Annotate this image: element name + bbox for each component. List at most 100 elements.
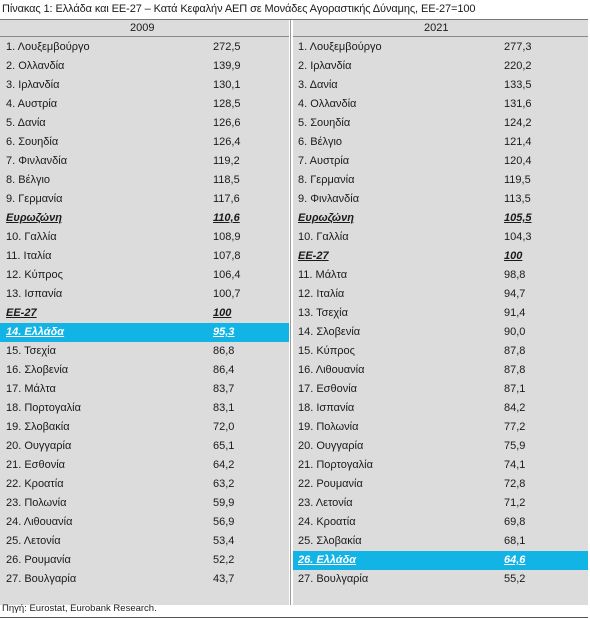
highlighted-row-greece: 14. Ελλάδα 95,3 bbox=[0, 323, 289, 342]
gdp-value: 87,8 bbox=[504, 345, 526, 357]
table-row: 1. Λουξεμβούργο 277,3 bbox=[293, 38, 588, 57]
table-row: 16. Λιθουανία 87,8 bbox=[293, 361, 588, 380]
table-row: 24. Κροατία 69,8 bbox=[293, 513, 588, 532]
table-row: 5. Δανία 126,6 bbox=[0, 114, 289, 133]
country-label: 18. Πορτογαλία bbox=[6, 402, 81, 414]
gdp-value: 86,8 bbox=[213, 345, 235, 357]
gdp-value: 71,2 bbox=[504, 497, 526, 509]
table-row: 27. Βουλγαρία 55,2 bbox=[293, 570, 588, 589]
table-row: 25. Σλοβακία 68,1 bbox=[293, 532, 588, 551]
country-label: 7. Φινλανδία bbox=[6, 155, 68, 167]
table-row: 14. Σλοβενία 90,0 bbox=[293, 323, 588, 342]
country-label: 24. Κροατία bbox=[298, 516, 356, 528]
gdp-value: 43,7 bbox=[213, 573, 235, 585]
gdp-value: 121,4 bbox=[504, 136, 532, 148]
table-row: 11. Μάλτα 98,8 bbox=[293, 266, 588, 285]
gdp-value: 95,3 bbox=[213, 326, 235, 338]
country-label: 5. Δανία bbox=[6, 117, 46, 129]
country-label: 8. Βέλγιο bbox=[6, 174, 51, 186]
country-label: ΕΕ-27 bbox=[298, 250, 329, 262]
highlighted-row-greece: 26. Ελλάδα 64,6 bbox=[293, 551, 588, 570]
gdp-value: 131,6 bbox=[504, 98, 532, 110]
country-label: 21. Πορτογαλία bbox=[298, 459, 373, 471]
country-label: 1. Λουξεμβούργο bbox=[6, 41, 90, 53]
country-label: 19. Σλοβακία bbox=[6, 421, 70, 433]
table-row: 3. Ιρλανδία 130,1 bbox=[0, 76, 289, 95]
source-note: Πηγή: Eurostat, Eurobank Research. bbox=[2, 603, 157, 614]
country-label: 27. Βουλγαρία bbox=[298, 573, 369, 585]
panel-2009 bbox=[0, 20, 289, 605]
country-label: 24. Λιθουανία bbox=[6, 516, 73, 528]
country-label: 9. Γερμανία bbox=[6, 193, 63, 205]
gdp-value: 130,1 bbox=[213, 79, 241, 91]
country-label: 22. Κροατία bbox=[6, 478, 64, 490]
gdp-value: 108,9 bbox=[213, 231, 241, 243]
gdp-value: 87,1 bbox=[504, 383, 526, 395]
table-row: 27. Βουλγαρία 43,7 bbox=[0, 570, 289, 589]
gdp-value: 63,2 bbox=[213, 478, 235, 490]
aggregate-row: Ευρωζώνη 105,5 bbox=[293, 209, 588, 228]
table-row: 8. Γερμανία 119,5 bbox=[293, 171, 588, 190]
gdp-value: 110,6 bbox=[213, 212, 240, 224]
gdp-value: 94,7 bbox=[504, 288, 526, 300]
country-label: 11. Μάλτα bbox=[298, 269, 348, 281]
country-label: 25. Λετονία bbox=[6, 535, 61, 547]
gdp-value: 53,4 bbox=[213, 535, 235, 547]
gdp-value: 72,8 bbox=[504, 478, 526, 490]
gdp-value: 100 bbox=[504, 250, 523, 262]
country-label: 16. Λιθουανία bbox=[298, 364, 365, 376]
gdp-value: 113,5 bbox=[504, 193, 531, 205]
gdp-value: 139,9 bbox=[213, 60, 241, 72]
aggregate-row: Ευρωζώνη 110,6 bbox=[0, 209, 289, 228]
table-row: 5. Σουηδία 124,2 bbox=[293, 114, 588, 133]
gdp-value: 119,2 bbox=[213, 155, 240, 167]
country-label: 6. Βέλγιο bbox=[298, 136, 343, 148]
country-label: Ευρωζώνη bbox=[6, 212, 62, 224]
year-header-2021: 2021 bbox=[424, 22, 449, 34]
country-label: 3. Δανία bbox=[298, 79, 338, 91]
country-label: Ευρωζώνη bbox=[298, 212, 354, 224]
table-row: 17. Εσθονία 87,1 bbox=[293, 380, 588, 399]
aggregate-row: ΕΕ-27 100 bbox=[293, 247, 588, 266]
country-label: 5. Σουηδία bbox=[298, 117, 351, 129]
gdp-value: 105,5 bbox=[504, 212, 532, 224]
gdp-value: 100,7 bbox=[213, 288, 241, 300]
country-label: 17. Μάλτα bbox=[6, 383, 56, 395]
gdp-value: 83,1 bbox=[213, 402, 235, 414]
table-row: 2. Ιρλανδία 220,2 bbox=[293, 57, 588, 76]
panel-2021 bbox=[293, 20, 588, 605]
table-row: 17. Μάλτα 83,7 bbox=[0, 380, 289, 399]
country-label: ΕΕ-27 bbox=[6, 307, 37, 319]
table-row: 20. Ουγγαρία 75,9 bbox=[293, 437, 588, 456]
country-label: 14. Σλοβενία bbox=[298, 326, 361, 338]
country-label: 26. Ρουμανία bbox=[6, 554, 71, 566]
table-row: 3. Δανία 133,5 bbox=[293, 76, 588, 95]
table-row: 19. Σλοβακία 72,0 bbox=[0, 418, 289, 437]
country-label: 4. Ολλανδία bbox=[298, 98, 357, 110]
gdp-value: 104,3 bbox=[504, 231, 532, 243]
gdp-value: 64,2 bbox=[213, 459, 235, 471]
gdp-value: 74,1 bbox=[504, 459, 526, 471]
gdp-value: 107,8 bbox=[213, 250, 241, 262]
country-label: 1. Λουξεμβούργο bbox=[298, 41, 382, 53]
country-label: 6. Σουηδία bbox=[6, 136, 59, 148]
table-row: 21. Πορτογαλία 74,1 bbox=[293, 456, 588, 475]
table-row: 4. Αυστρία 128,5 bbox=[0, 95, 289, 114]
country-label: 9. Φινλανδία bbox=[298, 193, 360, 205]
country-label: 18. Ισπανία bbox=[298, 402, 355, 414]
year-header-2009: 2009 bbox=[130, 22, 155, 34]
gdp-value: 100 bbox=[213, 307, 232, 319]
gdp-value: 56,9 bbox=[213, 516, 235, 528]
table-row: 1. Λουξεμβούργο 272,5 bbox=[0, 38, 289, 57]
gdp-value: 84,2 bbox=[504, 402, 526, 414]
country-label: 20. Ουγγαρία bbox=[6, 440, 72, 452]
table-row: 12. Ιταλία 94,7 bbox=[293, 285, 588, 304]
country-label: 15. Τσεχία bbox=[6, 345, 56, 357]
gdp-value: 59,9 bbox=[213, 497, 235, 509]
country-label: 7. Αυστρία bbox=[298, 155, 350, 167]
gdp-value: 75,9 bbox=[504, 440, 526, 452]
table-row: 18. Ισπανία 84,2 bbox=[293, 399, 588, 418]
country-label: 23. Λετονία bbox=[298, 497, 353, 509]
table-row: 11. Ιταλία 107,8 bbox=[0, 247, 289, 266]
ranking-list-2021: 1. Λουξεμβούργο 277,3 2. Ιρλανδία 220,2 3. Δ… bbox=[293, 38, 588, 589]
